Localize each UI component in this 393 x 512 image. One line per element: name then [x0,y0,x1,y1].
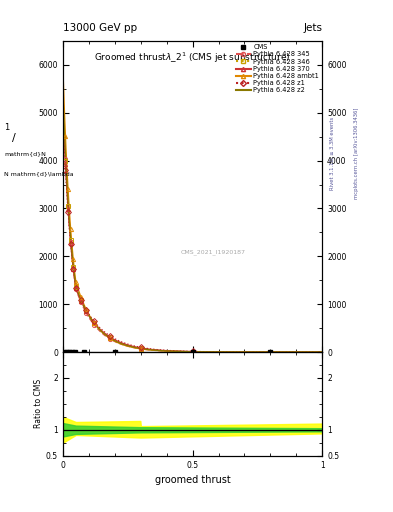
Pythia 6.428 z2 [61,95,66,101]
Pythia 6.428 346 [180,348,185,354]
Line: Pythia 6.428 z2: Pythia 6.428 z2 [63,98,322,352]
Pythia 6.428 z1 [65,195,70,201]
Pythia 6.428 370 [77,293,81,299]
Pythia 6.428 345 [286,349,291,355]
Pythia 6.428 ambt1 [65,168,70,175]
Pythia 6.428 z2 [76,290,81,296]
Y-axis label: Ratio to CMS: Ratio to CMS [34,379,43,429]
Text: 13000 GeV pp: 13000 GeV pp [63,23,137,33]
Pythia 6.428 370 [286,349,291,355]
Pythia 6.428 z2 [77,291,81,297]
Pythia 6.428 ambt1 [66,183,70,189]
Text: Jets: Jets [303,23,322,33]
Pythia 6.428 346 [76,291,81,297]
Pythia 6.428 ambt1 [320,349,325,355]
Pythia 6.428 346 [77,292,81,298]
Line: Pythia 6.428 ambt1: Pythia 6.428 ambt1 [63,74,322,352]
Pythia 6.428 345 [66,200,70,206]
Pythia 6.428 z2 [320,349,325,355]
Line: Pythia 6.428 345: Pythia 6.428 345 [63,103,322,352]
Pythia 6.428 ambt1 [286,349,291,355]
Text: mcplots.cern.ch [arXiv:1306.3436]: mcplots.cern.ch [arXiv:1306.3436] [354,108,359,199]
Pythia 6.428 346 [66,200,70,206]
Legend: CMS, Pythia 6.428 345, Pythia 6.428 346, Pythia 6.428 370, Pythia 6.428 ambt1, P: CMS, Pythia 6.428 345, Pythia 6.428 346,… [235,43,320,95]
Line: Pythia 6.428 346: Pythia 6.428 346 [63,108,322,352]
Pythia 6.428 370 [320,349,325,355]
Pythia 6.428 370 [66,203,70,209]
Pythia 6.428 z2 [286,349,291,355]
Text: mathrm{d}N: mathrm{d}N [4,151,46,156]
Pythia 6.428 345 [61,100,66,106]
Pythia 6.428 z1 [180,348,185,354]
Pythia 6.428 z1 [76,291,81,297]
Pythia 6.428 346 [286,349,291,355]
Pythia 6.428 370 [61,110,66,116]
Pythia 6.428 z1 [320,349,325,355]
Pythia 6.428 346 [65,188,70,194]
Pythia 6.428 345 [76,293,81,299]
Text: Rivet 3.1.10, ≥ 3.3M events: Rivet 3.1.10, ≥ 3.3M events [330,117,335,190]
Pythia 6.428 z2 [66,196,70,202]
X-axis label: groomed thrust: groomed thrust [155,475,230,485]
Pythia 6.428 345 [77,294,81,300]
Pythia 6.428 ambt1 [180,349,185,355]
Line: Pythia 6.428 z1: Pythia 6.428 z1 [63,122,322,352]
Pythia 6.428 z2 [65,183,70,189]
Pythia 6.428 345 [65,187,70,193]
Pythia 6.428 ambt1 [76,287,81,293]
Text: /: / [12,133,16,143]
Pythia 6.428 346 [320,349,325,355]
Pythia 6.428 370 [76,292,81,298]
Pythia 6.428 z1 [77,292,81,298]
Pythia 6.428 z1 [286,349,291,355]
Pythia 6.428 346 [61,105,66,111]
Pythia 6.428 ambt1 [61,71,66,77]
Pythia 6.428 370 [180,348,185,354]
Pythia 6.428 370 [65,191,70,197]
Text: Groomed thrust$\lambda\_2^1$ (CMS jet substructure): Groomed thrust$\lambda\_2^1$ (CMS jet su… [94,50,291,65]
Pythia 6.428 ambt1 [77,288,81,294]
Pythia 6.428 z1 [66,206,70,212]
Line: Pythia 6.428 370: Pythia 6.428 370 [63,113,322,352]
Pythia 6.428 345 [320,349,325,355]
Text: 1: 1 [4,123,9,133]
Pythia 6.428 z2 [180,349,185,355]
Text: N mathrm{d}\lambda: N mathrm{d}\lambda [4,172,73,177]
Pythia 6.428 z1 [61,119,66,125]
Pythia 6.428 345 [180,349,185,355]
Text: CMS_2021_I1920187: CMS_2021_I1920187 [181,250,246,255]
